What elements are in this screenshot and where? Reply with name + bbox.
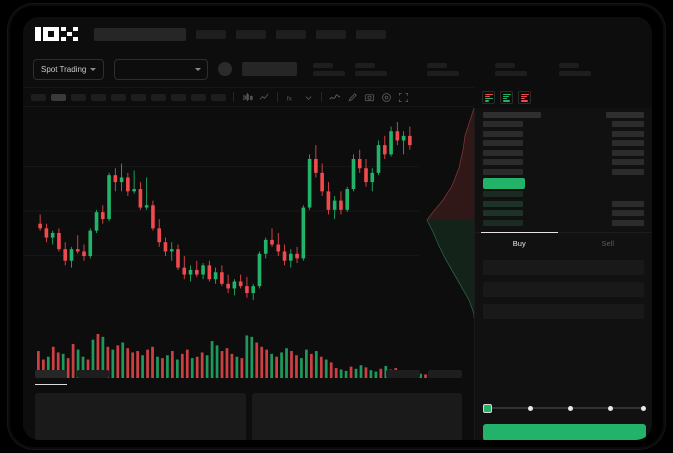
trading-body: Buy Sell: [23, 108, 652, 440]
chart-toolbar: fx: [23, 87, 474, 107]
market-header-bar: Spot Trading: [23, 51, 652, 87]
toolbar-divider: [321, 92, 322, 102]
order-form-fields: [475, 254, 652, 319]
order-price-input[interactable]: [483, 259, 644, 275]
orders-action-1[interactable]: [386, 370, 420, 378]
slider-track: [487, 407, 642, 409]
orderbook-bid-row[interactable]: [483, 218, 644, 228]
orderbook-ask-row[interactable]: [483, 167, 644, 177]
nav-item-4[interactable]: [316, 29, 346, 39]
order-form-tabs: Buy Sell: [475, 231, 652, 254]
timeframe-button-10[interactable]: [211, 93, 226, 101]
logo-o-icon: [43, 27, 59, 41]
pair-name-label: [242, 62, 298, 76]
orderbook-bid-row[interactable]: [483, 209, 644, 219]
orders-panel-2[interactable]: [251, 393, 462, 440]
svg-text:fx: fx: [286, 95, 292, 102]
orderbook-bid-row[interactable]: [483, 199, 644, 209]
market-stat-4: [495, 62, 528, 76]
orders-content-panels: [23, 393, 474, 440]
price-candlestick-chart[interactable]: [23, 108, 474, 310]
logo-x-icon: [61, 27, 78, 41]
timeframe-button-3[interactable]: [71, 93, 86, 101]
slider-handle[interactable]: [483, 403, 492, 413]
tab-buy[interactable]: Buy: [475, 231, 564, 254]
chevron-down-icon[interactable]: [302, 91, 314, 103]
device-frame: Spot Trading: [8, 4, 665, 449]
timeframe-button-4[interactable]: [91, 93, 106, 101]
settings-icon[interactable]: [380, 91, 392, 103]
pencil-icon[interactable]: [346, 91, 358, 103]
trading-mode-label: Spot Trading: [41, 64, 87, 74]
nav-item-1[interactable]: [196, 29, 226, 39]
logo-bar-icon: [35, 27, 41, 41]
orderbook-and-order-form: Buy Sell: [474, 108, 652, 440]
orderbook-ask-row[interactable]: [483, 120, 644, 130]
market-stat-5: [559, 62, 592, 76]
orderbook-ask-row[interactable]: [483, 158, 644, 168]
orders-action-2[interactable]: [428, 370, 462, 378]
nav-item-2[interactable]: [236, 29, 266, 39]
orderbook-bid-row[interactable]: [483, 190, 644, 200]
nav-item-3[interactable]: [276, 29, 306, 39]
timeframe-button-2[interactable]: [51, 93, 66, 101]
timeframe-button-7[interactable]: [151, 93, 166, 101]
market-stat-2: [355, 62, 388, 76]
orderbook-grid: [475, 108, 652, 228]
orderbook-current-price: [483, 177, 644, 190]
order-amount-slider[interactable]: [483, 403, 646, 413]
chevron-down-icon: [195, 67, 202, 71]
orders-tab-1[interactable]: [35, 370, 67, 385]
volume-histogram-chart: [37, 334, 442, 378]
orderbook-ask-row[interactable]: [483, 139, 644, 149]
compare-icon[interactable]: [329, 91, 341, 103]
slider-mark-75[interactable]: [608, 405, 613, 411]
app-screen: Spot Trading: [23, 17, 652, 440]
place-buy-order-button[interactable]: [483, 424, 646, 440]
orderbook-mode-bids-icon[interactable]: [500, 91, 513, 104]
orderbook-mode-asks-icon[interactable]: [518, 91, 531, 104]
order-amount-input[interactable]: [483, 281, 644, 297]
pair-selector-dropdown[interactable]: [114, 58, 209, 80]
nav-item-5[interactable]: [356, 29, 386, 39]
trading-mode-dropdown[interactable]: Spot Trading: [33, 58, 105, 80]
toolbar-divider: [277, 92, 278, 102]
indicators-icon[interactable]: fx: [285, 91, 297, 103]
timeframe-button-9[interactable]: [191, 93, 206, 101]
chart-panel: [23, 108, 474, 440]
orderbook-header-row: [483, 110, 644, 120]
slider-mark-100[interactable]: [641, 405, 646, 411]
orders-tab-bar: [23, 363, 474, 385]
order-total-input[interactable]: [483, 303, 644, 319]
depth-chart-overlay: [426, 108, 474, 318]
orders-tab-2[interactable]: [77, 370, 109, 378]
global-search-input[interactable]: [94, 27, 186, 41]
coin-avatar-icon: [218, 62, 233, 76]
slider-mark-25[interactable]: [528, 405, 533, 411]
orderbook-mode-both-icon[interactable]: [482, 91, 495, 104]
fullscreen-icon[interactable]: [397, 91, 409, 103]
timeframe-button-8[interactable]: [171, 93, 186, 101]
market-stat-3: [427, 62, 460, 76]
timeframe-button-5[interactable]: [111, 93, 126, 101]
okx-logo[interactable]: [35, 27, 78, 41]
orderbook-view-modes: [474, 87, 652, 108]
chevron-down-icon: [90, 67, 97, 71]
slider-mark-50[interactable]: [568, 405, 573, 411]
candlestick-chart-icon[interactable]: [241, 91, 253, 103]
line-chart-icon[interactable]: [258, 91, 270, 103]
market-stat-1: [313, 62, 346, 76]
toolbar-divider: [233, 92, 234, 102]
orderbook-ask-row[interactable]: [483, 148, 644, 158]
orders-panel-1[interactable]: [35, 393, 246, 440]
top-navigation-bar: [23, 17, 652, 51]
orderbook-ask-row[interactable]: [483, 129, 644, 139]
timeframe-button-1[interactable]: [31, 93, 46, 101]
tab-sell[interactable]: Sell: [601, 238, 614, 248]
camera-icon[interactable]: [363, 91, 375, 103]
timeframe-button-6[interactable]: [131, 93, 146, 101]
